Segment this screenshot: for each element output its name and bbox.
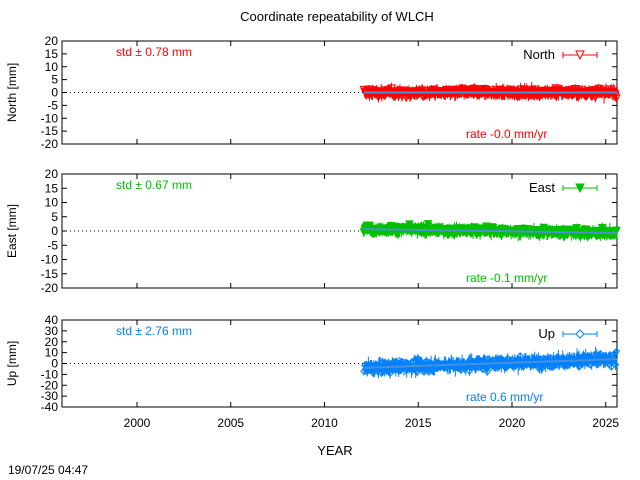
y-axis-label: East [mm] bbox=[5, 204, 19, 258]
y-tick-label: -15 bbox=[41, 124, 59, 138]
x-tick-label: 2005 bbox=[217, 416, 244, 430]
y-tick-label: -10 bbox=[41, 367, 59, 381]
legend-label: East bbox=[529, 180, 555, 195]
y-tick-label: -20 bbox=[41, 281, 59, 295]
legend-marker bbox=[575, 183, 585, 194]
y-tick-label: 15 bbox=[45, 47, 59, 61]
y-axis-label: North [mm] bbox=[5, 63, 19, 122]
y-tick-label: -5 bbox=[47, 238, 58, 252]
legend-label: North bbox=[523, 47, 555, 62]
y-tick-label: -20 bbox=[41, 137, 59, 151]
std-annotation: std ± 0.67 mm bbox=[116, 178, 192, 192]
y-tick-label: 10 bbox=[45, 196, 59, 210]
y-tick-label: -20 bbox=[41, 378, 59, 392]
x-axis-label: YEAR bbox=[317, 443, 352, 458]
rate-annotation: rate -0.0 mm/yr bbox=[466, 127, 547, 141]
y-tick-label: 30 bbox=[45, 324, 59, 338]
y-axis-label: Up [mm] bbox=[5, 341, 19, 386]
data-point bbox=[483, 368, 491, 376]
y-tick-label: 20 bbox=[45, 34, 59, 48]
x-tick-label: 2010 bbox=[311, 416, 338, 430]
data-point bbox=[612, 347, 621, 356]
y-tick-label: -10 bbox=[41, 111, 59, 125]
data-point bbox=[479, 365, 487, 374]
y-tick-label: 5 bbox=[51, 73, 58, 87]
y-tick-label: 0 bbox=[51, 86, 58, 100]
trend-line bbox=[363, 228, 618, 234]
y-tick-label: 0 bbox=[51, 357, 58, 371]
std-annotation: std ± 2.76 mm bbox=[116, 324, 192, 338]
y-tick-label: 10 bbox=[45, 346, 59, 360]
y-tick-label: 0 bbox=[51, 224, 58, 238]
timestamp: 19/07/25 04:47 bbox=[8, 463, 88, 477]
chart-title: Coordinate repeatability of WLCH bbox=[240, 9, 434, 24]
y-tick-label: 40 bbox=[45, 313, 59, 327]
trend-line bbox=[363, 358, 618, 369]
y-tick-label: -40 bbox=[41, 400, 59, 414]
y-tick-label: -5 bbox=[47, 98, 58, 112]
y-tick-label: -10 bbox=[41, 253, 59, 267]
y-tick-label: -30 bbox=[41, 389, 59, 403]
y-tick-label: 5 bbox=[51, 210, 58, 224]
y-tick-label: -15 bbox=[41, 267, 59, 281]
data-point bbox=[519, 362, 528, 371]
y-tick-label: 15 bbox=[45, 181, 59, 195]
x-tick-label: 2000 bbox=[124, 416, 151, 430]
rate-annotation: rate -0.1 mm/yr bbox=[466, 271, 547, 285]
data-point bbox=[471, 364, 480, 372]
x-tick-label: 2025 bbox=[592, 416, 619, 430]
data-point bbox=[512, 362, 520, 370]
std-annotation: std ± 0.78 mm bbox=[116, 45, 192, 59]
y-tick-label: 20 bbox=[45, 167, 59, 181]
x-tick-label: 2015 bbox=[405, 416, 432, 430]
legend-label: Up bbox=[538, 326, 555, 341]
legend-marker bbox=[575, 329, 585, 339]
legend-marker bbox=[575, 50, 585, 61]
x-tick-label: 2020 bbox=[499, 416, 526, 430]
data-point bbox=[423, 220, 433, 229]
rate-annotation: rate 0.6 mm/yr bbox=[466, 390, 543, 404]
y-tick-label: 10 bbox=[45, 60, 59, 74]
data-point bbox=[611, 360, 620, 369]
y-tick-label: 20 bbox=[45, 335, 59, 349]
